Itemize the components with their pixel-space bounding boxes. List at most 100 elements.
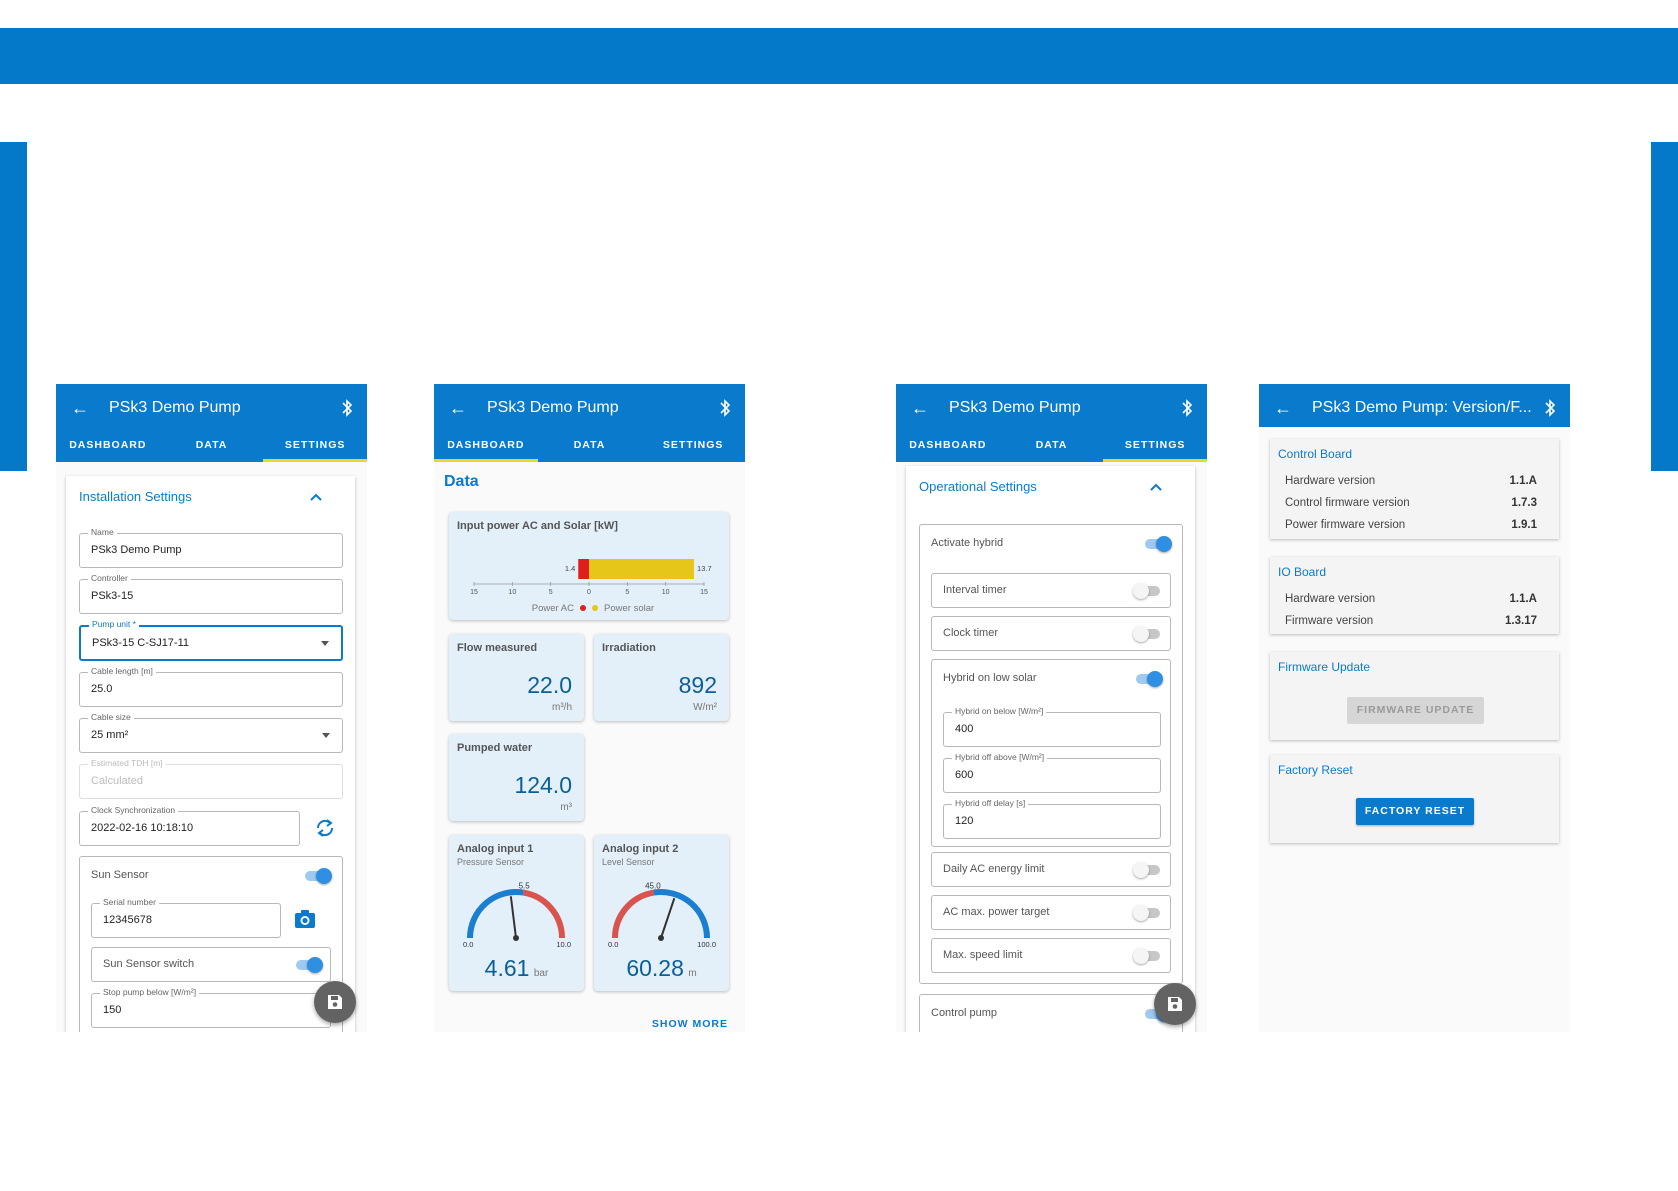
left-accent-bar bbox=[0, 142, 27, 471]
back-arrow-icon[interactable]: ← bbox=[71, 398, 89, 418]
firmware-update-title: Firmware Update bbox=[1278, 660, 1371, 674]
hybrid-off-delay-field[interactable]: Hybrid off delay [s] 120 bbox=[943, 798, 1161, 839]
data-heading: Data bbox=[444, 473, 479, 490]
bluetooth-icon[interactable] bbox=[715, 396, 735, 420]
interval-timer-toggle[interactable] bbox=[1133, 583, 1160, 599]
tab-bar: DASHBOARD DATA SETTINGS bbox=[896, 430, 1207, 462]
tab-data[interactable]: DATA bbox=[573, 439, 606, 451]
input-power-card: Input power AC and Solar [kW] 1.4 13.7 1… bbox=[449, 512, 729, 620]
cable-length-value: 25.0 bbox=[91, 683, 113, 695]
clock-timer-toggle[interactable] bbox=[1133, 626, 1160, 642]
sun-sensor-toggle[interactable] bbox=[305, 868, 332, 884]
gauge-normal-arc bbox=[467, 889, 524, 939]
gauge-max-label: 10.0 bbox=[556, 940, 571, 949]
cb-control-fw-value: 1.7.3 bbox=[1511, 497, 1537, 509]
controller-field[interactable]: Controller PSk3-15 bbox=[79, 573, 343, 614]
irradiation-value: 892 bbox=[678, 672, 717, 698]
hybrid-low-solar-toggle[interactable] bbox=[1136, 671, 1163, 687]
axis-tick-label: 10 bbox=[662, 589, 670, 596]
save-button[interactable] bbox=[1154, 983, 1196, 1025]
ac-max-power-row: AC max. power target bbox=[931, 895, 1171, 930]
hybrid-on-below-field[interactable]: Hybrid on below [W/m²] 400 bbox=[943, 706, 1161, 747]
chevron-up-icon[interactable] bbox=[309, 492, 323, 502]
max-speed-limit-label: Max. speed limit bbox=[943, 949, 1023, 961]
bluetooth-icon[interactable] bbox=[1177, 396, 1197, 420]
sun-sensor-label: Sun Sensor bbox=[91, 869, 149, 881]
cb-power-fw-label: Power firmware version bbox=[1285, 519, 1406, 531]
name-value: PSk3 Demo Pump bbox=[91, 544, 182, 556]
tab-settings[interactable]: SETTINGS bbox=[1103, 430, 1207, 462]
back-arrow-icon[interactable]: ← bbox=[449, 398, 467, 418]
ac-max-power-toggle[interactable] bbox=[1133, 905, 1160, 921]
analog-1-unit: bar bbox=[533, 968, 549, 979]
interval-timer-label: Interval timer bbox=[943, 584, 1007, 596]
sync-icon[interactable] bbox=[314, 817, 336, 839]
tab-dashboard[interactable]: DASHBOARD bbox=[909, 439, 987, 451]
max-speed-limit-toggle[interactable] bbox=[1133, 948, 1160, 964]
flow-card: Flow measured 22.0 m³/h bbox=[449, 634, 584, 721]
operational-settings-card: Operational Settings Activate hybrid Int… bbox=[906, 466, 1195, 1032]
analog-2-value: 60.28 bbox=[626, 955, 684, 981]
control-pump-label: Control pump bbox=[931, 1007, 998, 1019]
hybrid-on-below-value: 400 bbox=[955, 723, 974, 735]
pumped-water-card: Pumped water 124.0 m³ bbox=[449, 734, 584, 821]
input-power-chart: 1.4 13.7 15 10 5 0 5 10 15 Power AC Power sola… bbox=[470, 559, 712, 614]
sun-sensor-switch-label: Sun Sensor switch bbox=[103, 958, 195, 970]
tab-bar: DASHBOARD DATA SETTINGS bbox=[434, 430, 745, 462]
app-title: PSk3 Demo Pump bbox=[109, 399, 241, 416]
gauge-pivot bbox=[513, 935, 519, 941]
firmware-update-card: Firmware Update FIRMWARE UPDATE bbox=[1270, 652, 1559, 740]
firmware-update-button[interactable]: FIRMWARE UPDATE bbox=[1347, 697, 1484, 724]
hybrid-group: Activate hybrid Interval timer Clock tim… bbox=[919, 524, 1183, 984]
input-power-title: Input power AC and Solar [kW] bbox=[457, 520, 618, 532]
hybrid-off-delay-label: Hybrid off delay [s] bbox=[952, 798, 1029, 808]
max-speed-limit-row: Max. speed limit bbox=[931, 938, 1171, 973]
dropdown-arrow-icon[interactable] bbox=[321, 641, 329, 646]
gauge-max-label: 100.0 bbox=[697, 940, 716, 949]
gauge-min-label: 0.0 bbox=[463, 940, 473, 949]
io-fw-label: Firmware version bbox=[1285, 615, 1374, 627]
camera-icon[interactable] bbox=[294, 909, 316, 929]
right-accent-bar bbox=[1651, 142, 1678, 471]
tab-data[interactable]: DATA bbox=[1035, 439, 1068, 451]
stop-pump-field[interactable]: Stop pump below [W/m²] 150 bbox=[91, 987, 331, 1028]
analog-input-2-card: Analog input 2 Level Sensor 45.0 0.0 100… bbox=[594, 835, 729, 991]
axis-tick-label: 15 bbox=[700, 589, 708, 596]
bluetooth-icon[interactable] bbox=[337, 396, 357, 420]
io-hardware-value: 1.1.A bbox=[1509, 593, 1538, 605]
sun-sensor-switch-toggle[interactable] bbox=[296, 957, 323, 973]
cable-length-field[interactable]: Cable length [m] 25.0 bbox=[79, 666, 343, 707]
hybrid-off-above-field[interactable]: Hybrid off above [W/m²] 600 bbox=[943, 752, 1161, 793]
factory-reset-title: Factory Reset bbox=[1278, 763, 1353, 777]
daily-ac-limit-toggle[interactable] bbox=[1133, 862, 1160, 878]
legend-ac: Power AC bbox=[532, 603, 574, 614]
gauge-needle bbox=[660, 897, 676, 939]
gauge-warning-arc bbox=[522, 889, 565, 939]
tab-settings[interactable]: SETTINGS bbox=[662, 439, 724, 451]
bluetooth-icon[interactable] bbox=[1540, 396, 1560, 420]
factory-reset-button[interactable]: FACTORY RESET bbox=[1356, 798, 1474, 825]
gauge-needle bbox=[509, 896, 517, 939]
show-more-button[interactable]: SHOW MORE bbox=[651, 1018, 728, 1030]
legend-ac-dot bbox=[580, 605, 586, 611]
tab-dashboard[interactable]: DASHBOARD bbox=[434, 430, 538, 462]
pump-unit-select[interactable]: Pump unit * PSk3-15 C-SJ17-11 bbox=[79, 619, 343, 661]
save-button[interactable] bbox=[314, 981, 356, 1023]
clock-sync-field[interactable]: Clock Synchronization 2022-02-16 10:18:1… bbox=[79, 805, 300, 846]
serial-number-field[interactable]: Serial number 12345678 bbox=[91, 897, 281, 938]
tab-settings[interactable]: SETTINGS bbox=[263, 430, 367, 462]
cable-size-select[interactable]: Cable size 25 mm² bbox=[79, 712, 343, 753]
tab-dashboard[interactable]: DASHBOARD bbox=[69, 439, 147, 451]
cb-control-fw-label: Control firmware version bbox=[1285, 497, 1410, 509]
tab-data[interactable]: DATA bbox=[195, 439, 228, 451]
back-arrow-icon[interactable]: ← bbox=[911, 398, 929, 418]
estimated-tdh-field: Estimated TDH [m] Calculated bbox=[79, 758, 343, 799]
back-arrow-icon[interactable]: ← bbox=[1274, 398, 1292, 418]
chevron-up-icon[interactable] bbox=[1149, 482, 1163, 492]
name-field[interactable]: Name PSk3 Demo Pump bbox=[79, 527, 343, 568]
clock-timer-label: Clock timer bbox=[943, 627, 999, 639]
activate-hybrid-toggle[interactable] bbox=[1145, 536, 1172, 552]
pumped-water-title: Pumped water bbox=[457, 742, 533, 754]
irradiation-unit: W/m² bbox=[693, 702, 717, 713]
dropdown-arrow-icon[interactable] bbox=[322, 733, 330, 738]
